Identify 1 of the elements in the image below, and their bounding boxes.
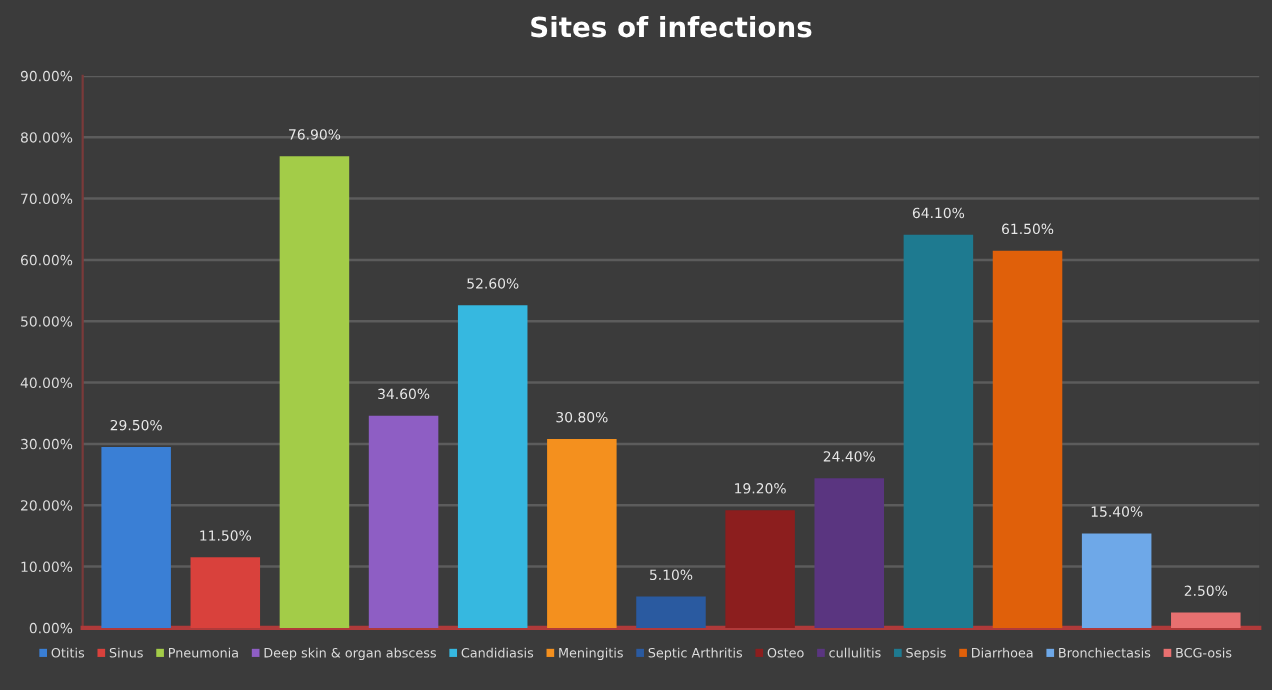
chart-title: Sites of infections [531,15,812,38]
